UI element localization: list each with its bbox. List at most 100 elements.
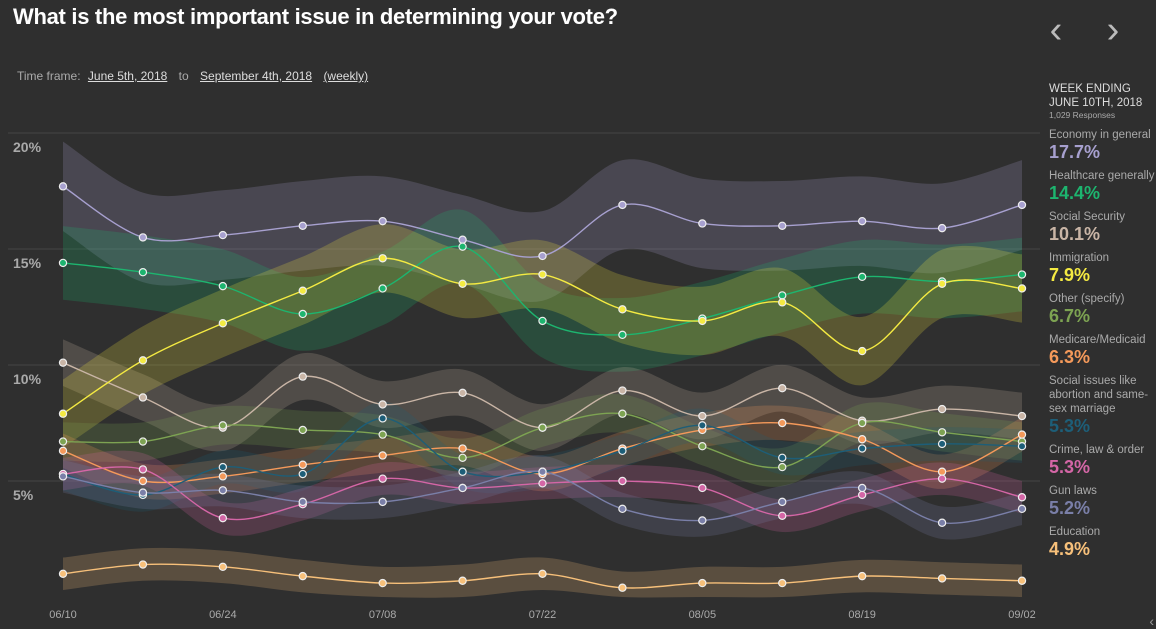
data-point bbox=[138, 476, 148, 486]
legend-item[interactable]: Economy in general 17.7% bbox=[1049, 128, 1156, 162]
legend-item[interactable]: Healthcare generally 14.4% bbox=[1049, 169, 1156, 203]
data-point bbox=[58, 409, 68, 418]
data-point bbox=[298, 372, 307, 381]
x-tick-label: 07/08 bbox=[369, 609, 397, 621]
data-point bbox=[778, 497, 787, 507]
data-point bbox=[937, 439, 947, 449]
next-arrow-icon[interactable]: › bbox=[1106, 9, 1120, 51]
data-point bbox=[538, 569, 547, 578]
data-point bbox=[698, 421, 707, 430]
legend-item[interactable]: Immigration 7.9% bbox=[1049, 251, 1156, 285]
legend-item[interactable]: Social Security 10.1% bbox=[1049, 210, 1156, 244]
page-title: What is the most important issue in dete… bbox=[13, 4, 618, 29]
x-tick-label: 07/22 bbox=[529, 609, 557, 621]
data-point bbox=[857, 346, 867, 356]
data-point bbox=[458, 444, 467, 453]
data-point bbox=[378, 254, 387, 263]
data-point bbox=[138, 267, 148, 277]
data-point bbox=[458, 483, 467, 493]
data-point bbox=[698, 316, 707, 326]
legend-item-value: 5.3% bbox=[1049, 457, 1091, 477]
legend-item-label: Healthcare generally bbox=[1049, 170, 1155, 182]
confidence-band bbox=[63, 209, 1022, 372]
data-point bbox=[58, 258, 68, 268]
data-point bbox=[298, 460, 307, 469]
data-point bbox=[618, 409, 627, 418]
y-tick-label: 5% bbox=[13, 487, 34, 503]
legend-item-label: Social Security bbox=[1049, 211, 1126, 223]
data-point bbox=[218, 462, 228, 472]
legend-item[interactable]: Crime, law & order 5.3% bbox=[1049, 443, 1156, 477]
x-tick-label: 06/24 bbox=[209, 609, 237, 621]
end-date-link[interactable]: September 4th, 2018 bbox=[200, 69, 313, 83]
data-point bbox=[58, 569, 68, 578]
data-point bbox=[937, 223, 947, 233]
collapse-icon[interactable]: ‹ bbox=[1149, 613, 1154, 629]
data-point bbox=[857, 483, 867, 493]
data-point bbox=[138, 488, 148, 497]
interval-link[interactable]: (weekly) bbox=[323, 69, 369, 83]
data-point bbox=[298, 425, 307, 435]
data-point bbox=[1017, 442, 1027, 451]
data-point bbox=[538, 423, 547, 432]
data-point bbox=[298, 286, 307, 295]
legend-item[interactable]: Medicare/Medicaid 6.3% bbox=[1049, 333, 1156, 367]
data-point bbox=[378, 578, 387, 588]
legend-item[interactable]: Gun laws 5.2% bbox=[1049, 484, 1156, 518]
data-point bbox=[778, 453, 787, 462]
data-point bbox=[218, 472, 228, 481]
data-point bbox=[458, 467, 467, 476]
data-point bbox=[138, 437, 148, 446]
data-point bbox=[937, 404, 947, 414]
legend-item-value: 6.7% bbox=[1049, 306, 1091, 326]
data-point bbox=[937, 474, 947, 483]
data-point bbox=[378, 284, 387, 293]
data-point bbox=[857, 418, 867, 428]
week-ending-label: WEEK ENDING bbox=[1049, 83, 1131, 95]
data-point bbox=[698, 578, 707, 588]
start-date-link[interactable]: June 5th, 2018 bbox=[87, 69, 168, 83]
data-point bbox=[458, 235, 467, 244]
legend-item[interactable]: Education 4.9% bbox=[1049, 525, 1156, 559]
confidence-band bbox=[63, 401, 1022, 512]
y-tick-label: 20% bbox=[13, 139, 42, 155]
data-point bbox=[538, 270, 547, 279]
data-point bbox=[138, 356, 148, 365]
data-point bbox=[618, 330, 627, 340]
legend: WEEK ENDING JUNE 10TH, 2018 1,029 Respon… bbox=[1049, 82, 1156, 566]
data-point bbox=[1017, 504, 1027, 514]
x-tick-label: 08/19 bbox=[848, 609, 876, 621]
data-point bbox=[618, 504, 627, 514]
timeframe-bar: Time frame: June 5th, 2018 to September … bbox=[17, 69, 372, 83]
legend-item[interactable]: Social issues like abortion and same-sex… bbox=[1049, 374, 1156, 436]
legend-item[interactable]: Other (specify) 6.7% bbox=[1049, 292, 1156, 326]
data-point bbox=[1017, 576, 1027, 585]
legend-item-value: 17.7% bbox=[1049, 142, 1101, 162]
data-point bbox=[538, 479, 547, 488]
legend-item-label: Social issues like abortion and same-sex… bbox=[1049, 375, 1149, 415]
data-point bbox=[857, 272, 867, 282]
issues-line-chart: 5% 10% 15% 20% 06/10 06/24 07/08 07/22 08/05 08/1… bbox=[8, 132, 1040, 621]
legend-item-label: Medicare/Medicaid bbox=[1049, 334, 1146, 346]
data-point bbox=[378, 451, 387, 460]
data-point bbox=[538, 251, 547, 261]
data-point bbox=[698, 411, 707, 421]
data-point bbox=[937, 574, 947, 583]
data-point bbox=[698, 442, 707, 451]
x-tick-label: 09/02 bbox=[1008, 609, 1036, 621]
data-point bbox=[378, 430, 387, 439]
data-point bbox=[778, 418, 787, 428]
data-point bbox=[937, 467, 947, 476]
data-point bbox=[857, 444, 867, 453]
data-point bbox=[58, 182, 68, 191]
previous-arrow-icon[interactable]: ‹ bbox=[1049, 9, 1063, 51]
data-point bbox=[218, 281, 228, 291]
week-ending-date: JUNE 10TH, 2018 bbox=[1049, 97, 1143, 109]
data-point bbox=[378, 400, 387, 409]
legend-item-value: 4.9% bbox=[1049, 539, 1091, 559]
legend-item-value: 14.4% bbox=[1049, 183, 1101, 203]
data-point bbox=[378, 474, 387, 483]
data-point bbox=[218, 230, 228, 240]
data-point bbox=[58, 358, 68, 367]
data-point bbox=[298, 221, 307, 231]
